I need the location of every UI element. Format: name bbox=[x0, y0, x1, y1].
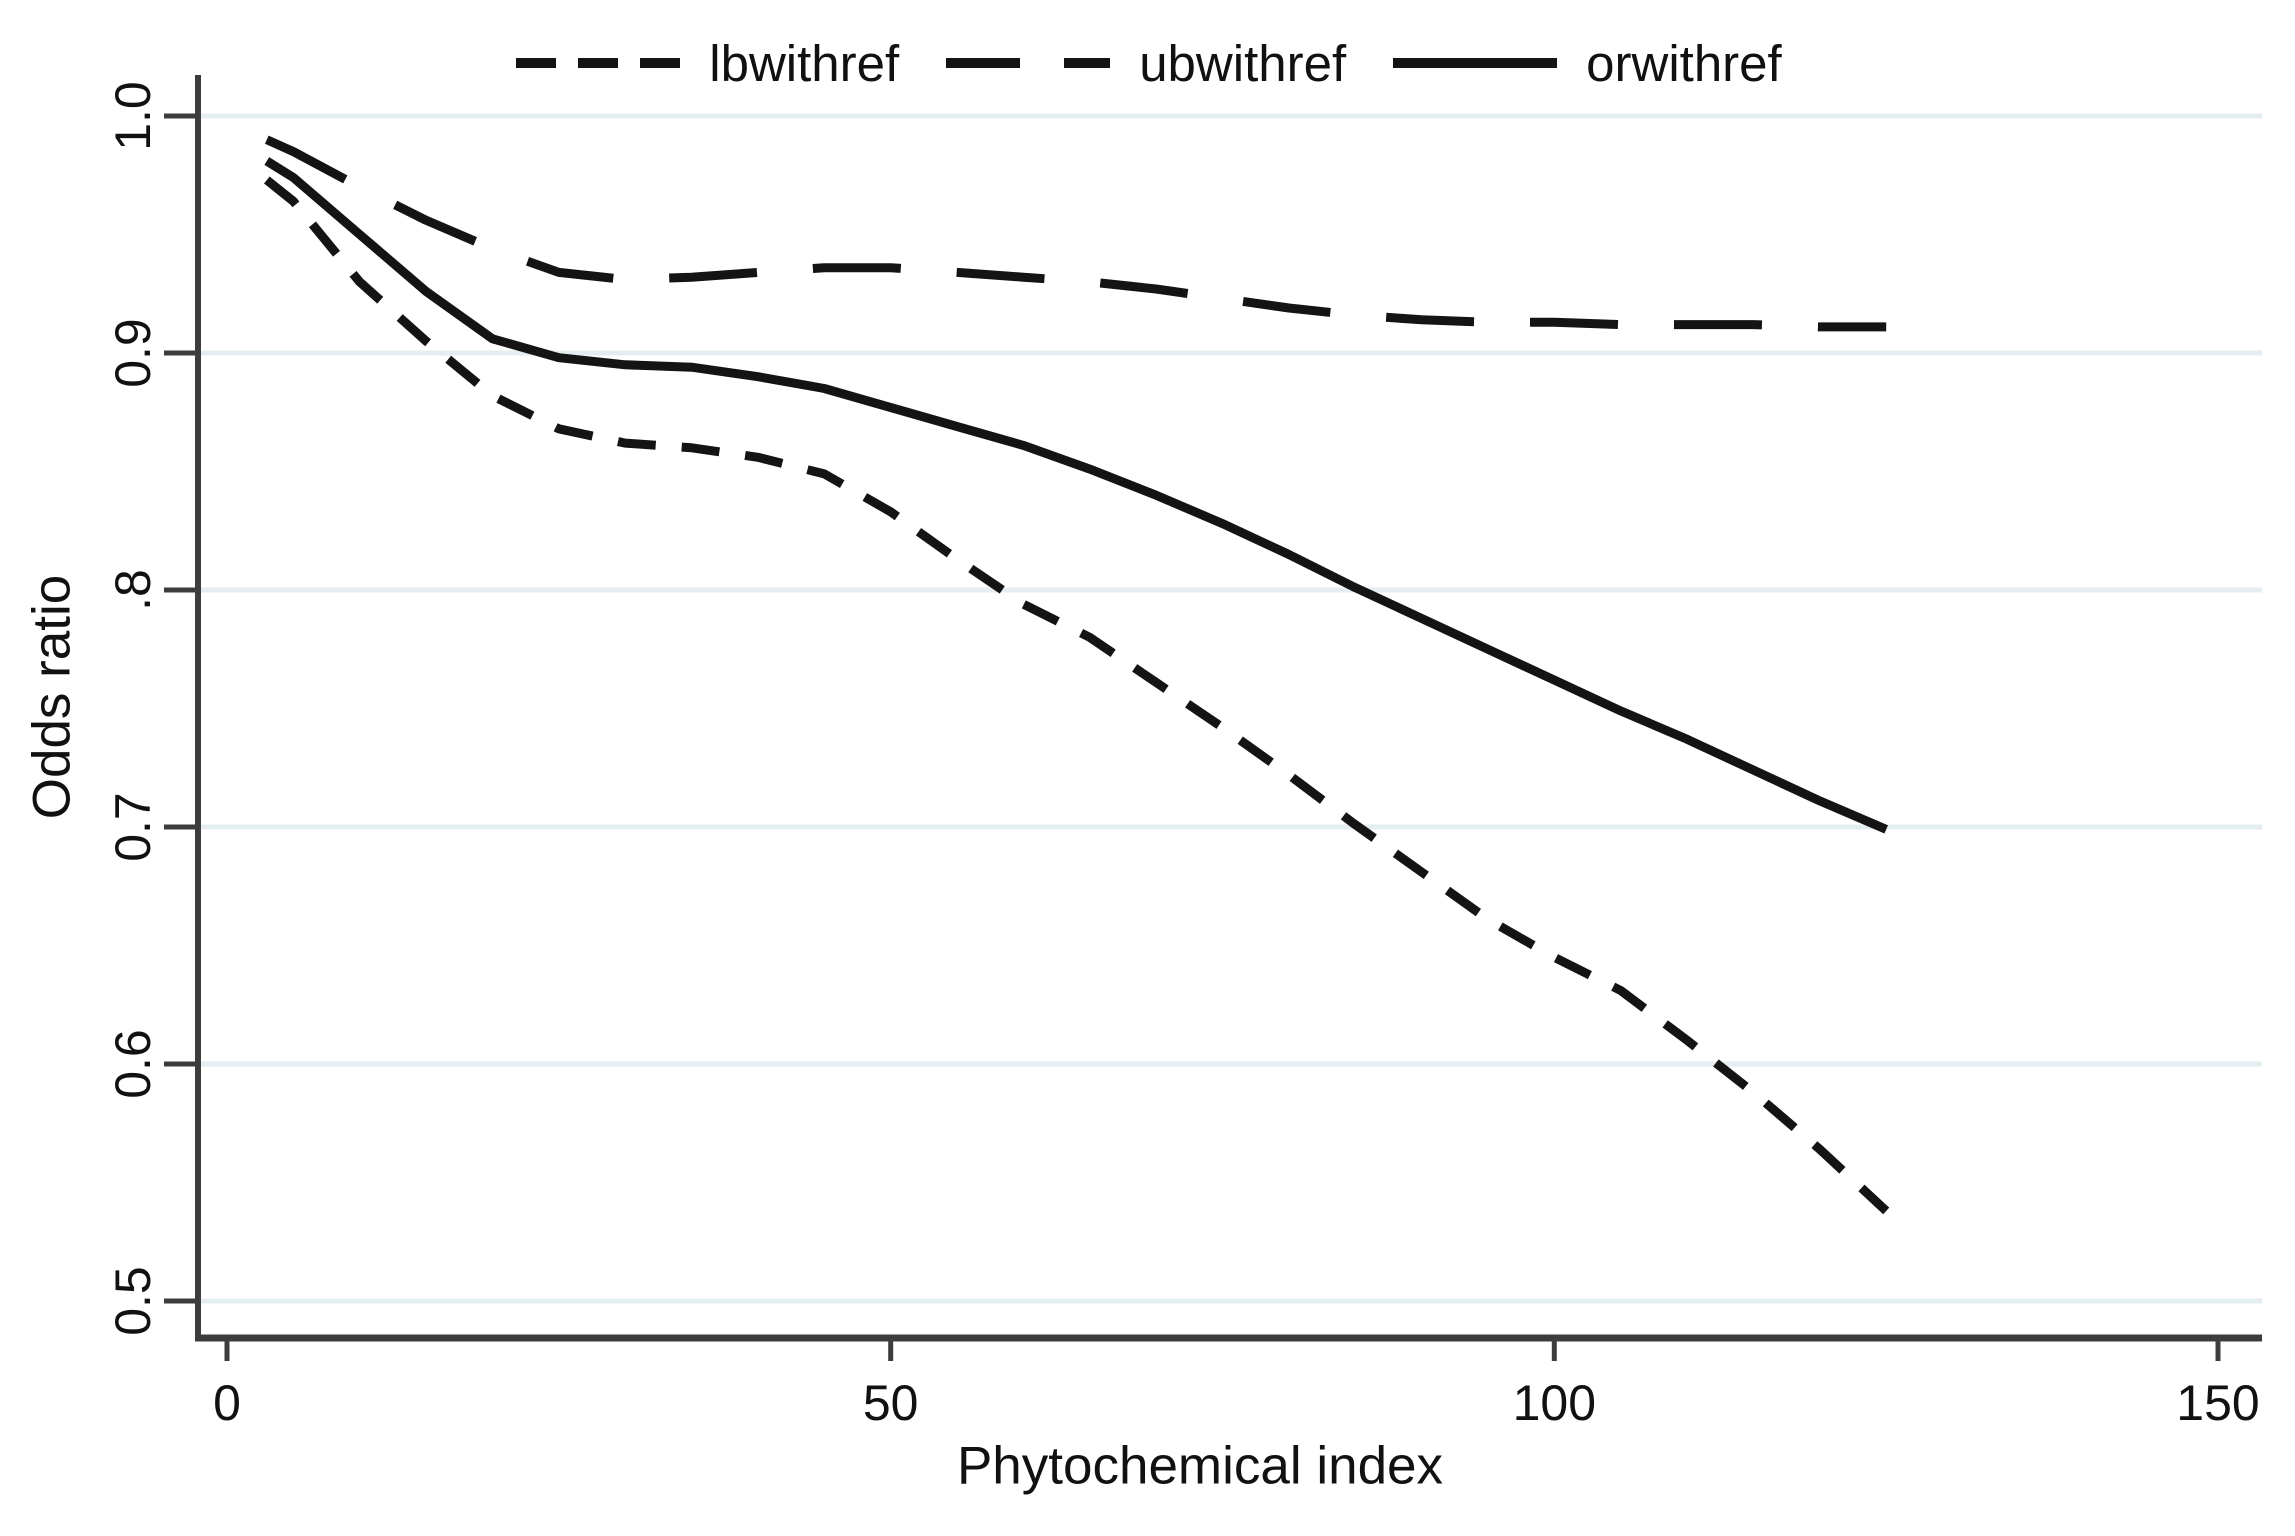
y-tick-label: .8 bbox=[105, 569, 161, 611]
x-tick-label: 150 bbox=[2176, 1375, 2259, 1431]
y-tick-label: 0.9 bbox=[105, 318, 161, 388]
series-line-orwithref bbox=[264, 157, 1888, 834]
y-tick-label: 1.0 bbox=[105, 81, 161, 151]
x-tick-label: 100 bbox=[1513, 1375, 1596, 1431]
x-axis-title: Phytochemical index bbox=[956, 1436, 1444, 1496]
x-tick-label: 50 bbox=[863, 1375, 919, 1431]
series-line-lbwithref bbox=[263, 176, 1890, 1215]
y-tick-label: 0.5 bbox=[105, 1266, 161, 1336]
y-axis-title: Odds ratio bbox=[22, 574, 82, 820]
y-tick-label: 0.7 bbox=[105, 792, 161, 862]
series-line-ubwithref bbox=[264, 135, 1887, 332]
y-tick-label: 0.6 bbox=[105, 1029, 161, 1099]
x-tick-label: 0 bbox=[213, 1375, 241, 1431]
